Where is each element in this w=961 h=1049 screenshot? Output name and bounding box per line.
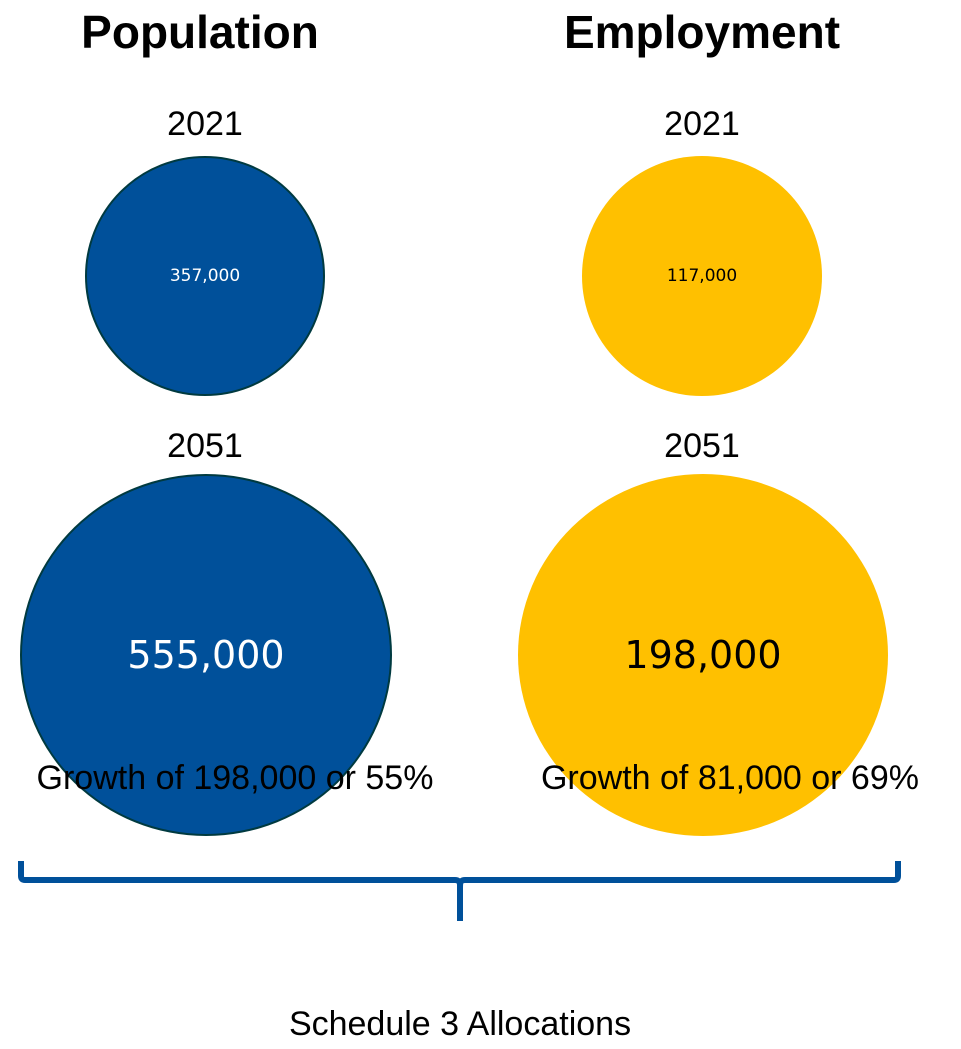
employment-year-2051: 2051 [664, 427, 740, 465]
employment-year-2021: 2021 [664, 105, 740, 143]
schedule-footer-label: Schedule 3 Allocations [288, 1005, 632, 1043]
population-2021-value: 357,000 [169, 266, 241, 286]
population-year-2051: 2051 [167, 427, 243, 465]
population-title: Population [81, 6, 319, 58]
population-2051-value: 555,000 [127, 633, 285, 677]
population-growth-text: Growth of 198,000 or 55% [36, 759, 434, 797]
population-2021-bubble: 357,000 [85, 156, 325, 396]
employment-2051-bubble: 198,000 [518, 474, 888, 836]
employment-2051-value: 198,000 [624, 633, 782, 677]
employment-2021-value: 117,000 [666, 266, 738, 286]
population-2051-bubble: 555,000 [20, 474, 392, 836]
employment-2021-bubble: 117,000 [582, 156, 822, 396]
employment-growth-text: Growth of 81,000 or 69% [540, 759, 919, 797]
population-year-2021: 2021 [167, 105, 243, 143]
employment-title: Employment [563, 6, 841, 58]
